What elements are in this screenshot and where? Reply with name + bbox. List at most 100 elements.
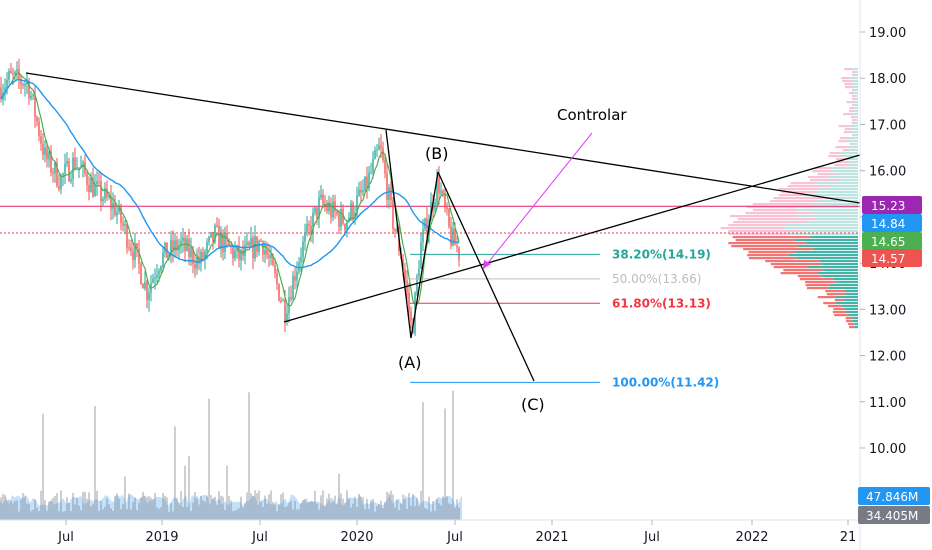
plot-area[interactable] bbox=[0, 0, 860, 520]
candle-body bbox=[78, 167, 80, 169]
volume-profile-bar-up bbox=[809, 236, 858, 239]
candle-body bbox=[178, 245, 180, 251]
volume-profile-bar-up bbox=[816, 191, 858, 194]
candle-body bbox=[118, 205, 120, 213]
candle-body bbox=[108, 196, 110, 198]
y-axis[interactable]: 19.0018.0017.0016.0015.0014.0013.0012.00… bbox=[860, 26, 906, 457]
volume-profile-bar-down bbox=[845, 317, 853, 320]
x-tick-label: 2020 bbox=[340, 530, 373, 545]
candle-body bbox=[104, 188, 106, 200]
volume-profile-bar-up bbox=[854, 71, 858, 74]
candle-body bbox=[32, 94, 34, 96]
candle-body bbox=[76, 167, 78, 169]
candle-body bbox=[132, 251, 134, 261]
candle-body bbox=[250, 237, 252, 246]
candle-body bbox=[56, 162, 58, 187]
volume-profile-bar-up bbox=[816, 200, 858, 203]
candle-body bbox=[28, 81, 30, 99]
volume-profile-bar-down bbox=[849, 92, 853, 95]
volume-profile-bar-down bbox=[838, 140, 846, 143]
candle-body bbox=[204, 251, 206, 260]
x-axis[interactable]: Jul 2019 Jul 2020 Jul 2021 Jul 2022 21 bbox=[57, 520, 856, 545]
volume-profile-bar-up bbox=[784, 227, 858, 230]
candle-body bbox=[452, 228, 454, 246]
volume-profile-bar-up bbox=[805, 221, 858, 224]
volume-profile-bar-up bbox=[845, 311, 858, 314]
volume-profile-bar-up bbox=[845, 140, 858, 143]
candle-body bbox=[390, 187, 392, 200]
candle-body bbox=[220, 232, 222, 249]
volume-profile-bar-down bbox=[852, 98, 856, 101]
candle-body bbox=[20, 78, 22, 85]
candle-body bbox=[404, 269, 406, 281]
candle-body bbox=[458, 247, 460, 260]
price-badge bbox=[862, 232, 922, 250]
candle-body bbox=[238, 245, 240, 260]
candle-body bbox=[6, 79, 8, 88]
volume-profile-bar-down bbox=[817, 296, 835, 299]
candle-body bbox=[88, 185, 90, 193]
candle-body bbox=[86, 173, 88, 186]
volume-profile-bar-down bbox=[842, 80, 853, 83]
candle-body bbox=[110, 196, 112, 209]
candle-body bbox=[384, 160, 386, 174]
volume-profile-bar-up bbox=[851, 113, 858, 116]
volume-profile-bar-up bbox=[821, 275, 858, 278]
volume-profile-bar-up bbox=[851, 101, 858, 104]
candle-body bbox=[66, 160, 68, 164]
candle-body bbox=[34, 94, 36, 118]
short-moving-average bbox=[0, 72, 460, 307]
wave-b-to-a bbox=[385, 129, 412, 339]
volume-badge bbox=[858, 487, 930, 505]
candle-body bbox=[456, 245, 458, 248]
volume-profile-bar-down bbox=[809, 179, 840, 182]
volume-profile-bar-up bbox=[840, 152, 858, 155]
volume-profile-bar-down bbox=[832, 311, 846, 314]
volume-profile-bar-down bbox=[731, 245, 798, 248]
volume-profile-bar-up bbox=[854, 104, 858, 107]
volume-profile-bar-up bbox=[839, 179, 858, 182]
candle-body bbox=[116, 212, 118, 216]
candle-body bbox=[192, 248, 194, 265]
price-badge-label: 14.84 bbox=[871, 217, 905, 231]
trendlines bbox=[25, 72, 861, 382]
volume-profile-bar-up bbox=[855, 119, 858, 122]
candle-body bbox=[70, 179, 72, 182]
volume-profile-bar-down bbox=[852, 71, 855, 74]
candle-body bbox=[102, 199, 104, 202]
candle-body bbox=[16, 69, 18, 72]
candle-body bbox=[348, 217, 350, 222]
candle-body bbox=[62, 173, 64, 176]
volume-profile-bar-up bbox=[839, 155, 858, 158]
candle-body bbox=[48, 151, 50, 160]
candle-body bbox=[172, 240, 174, 252]
volume-profile-bar-down bbox=[790, 182, 815, 185]
volume-profile-bar-down bbox=[735, 239, 795, 242]
price-badge bbox=[862, 249, 922, 267]
candle-body bbox=[322, 194, 324, 204]
volume-profile-bar-up bbox=[819, 260, 858, 263]
volume-profile-bar-up bbox=[853, 86, 858, 89]
candle-body bbox=[222, 232, 224, 253]
volume-profile-bar-up bbox=[850, 125, 858, 128]
price-badge-label: 14.57 bbox=[871, 252, 905, 266]
volume-badge-label: 47.846M bbox=[866, 490, 918, 504]
volume-profile-bar-up bbox=[796, 209, 858, 212]
volume-profile-bar-down bbox=[747, 254, 789, 257]
candle-body bbox=[402, 258, 404, 270]
annotation-arrow bbox=[482, 132, 593, 270]
volume-profile-bar-up bbox=[843, 299, 858, 302]
volume-profile-bar-down bbox=[844, 128, 852, 131]
volume-profile-bar-up bbox=[796, 257, 858, 260]
volume-profile-bar-up bbox=[797, 245, 858, 248]
volume-profile-bar-up bbox=[847, 161, 858, 164]
volume-profile-bar-down bbox=[841, 77, 850, 80]
candle-body bbox=[246, 242, 248, 245]
candle-body bbox=[272, 255, 274, 266]
volume-profile-bar-up bbox=[850, 137, 858, 140]
y-tick-label: 10.00 bbox=[869, 442, 906, 457]
candle-body bbox=[410, 311, 412, 322]
candle-body bbox=[124, 224, 126, 226]
candle-body bbox=[434, 201, 436, 209]
